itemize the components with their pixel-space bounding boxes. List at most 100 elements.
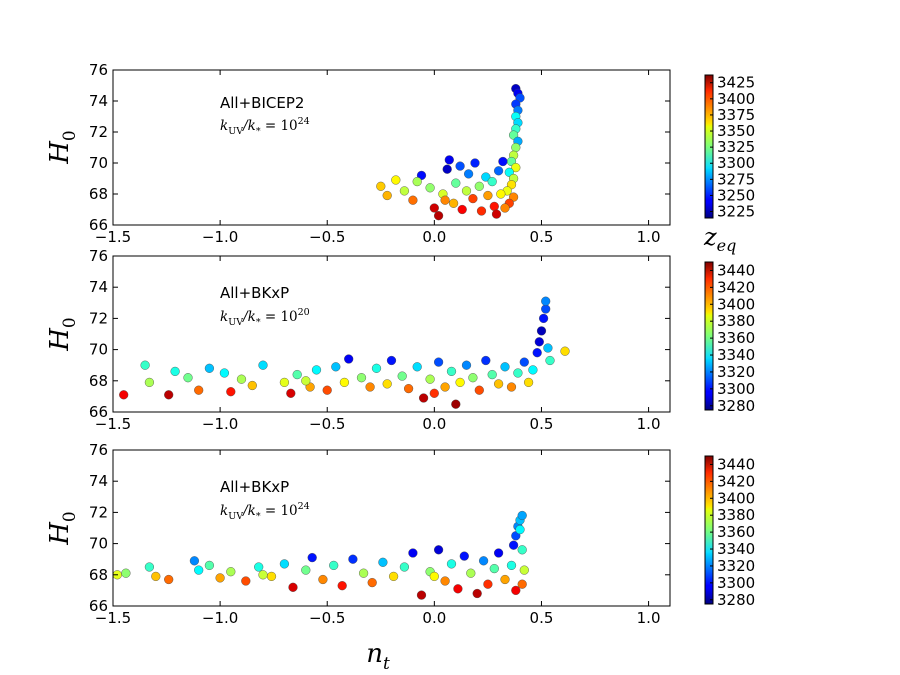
data-point: [517, 545, 527, 555]
panel-3-annotation: All+BKxP: [220, 478, 289, 496]
data-point: [523, 377, 534, 388]
x-axis-label: nt: [366, 639, 390, 674]
data-point: [470, 158, 480, 168]
data-point: [511, 142, 521, 153]
data-point: [371, 363, 382, 373]
x-tick-label: 1.0: [637, 609, 661, 627]
data-point: [468, 194, 478, 204]
data-point: [397, 371, 407, 381]
panel-1-ticks: −1.5 −1.0 −0.5 0.0 0.5 1.0 66 68 70 72 74 76: [89, 61, 670, 246]
data-point: [140, 360, 150, 370]
data-point: [491, 209, 502, 219]
data-point: [483, 579, 493, 589]
data-point: [322, 385, 332, 395]
y-tick-label: 72: [89, 309, 108, 327]
data-point: [506, 560, 517, 571]
data-point: [513, 368, 523, 378]
data-point: [494, 548, 504, 558]
data-point: [466, 568, 476, 578]
data-point: [543, 343, 553, 353]
data-point: [365, 382, 375, 392]
data-point: [204, 560, 215, 571]
data-point: [481, 355, 491, 366]
data-point: [399, 562, 410, 572]
colorbar-tick-label: 3400: [717, 489, 755, 507]
colorbar-tick-label: 3225: [717, 203, 755, 221]
data-point: [449, 198, 459, 208]
data-point: [382, 379, 392, 389]
data-point: [258, 360, 268, 370]
data-point: [226, 387, 236, 397]
data-point: [408, 195, 418, 205]
data-point: [119, 390, 129, 400]
y-tick-label: 76: [89, 441, 108, 459]
data-point: [479, 556, 489, 566]
annotation-math-text: kUV/k* = 1024: [220, 116, 310, 137]
data-point: [474, 385, 484, 395]
data-point: [183, 373, 193, 383]
data-point: [219, 368, 230, 378]
data-point: [279, 559, 290, 569]
panel-1-ylabel: H0: [45, 130, 80, 165]
colorbar-tick-label: 3360: [717, 523, 755, 541]
y-tick-label: 68: [89, 185, 108, 203]
data-point: [367, 577, 377, 588]
data-point: [440, 195, 450, 205]
data-point: [404, 384, 414, 394]
data-point: [344, 354, 354, 364]
data-point: [151, 571, 161, 582]
data-point: [440, 576, 450, 586]
data-point: [515, 524, 525, 535]
x-tick-label: −1.5: [95, 609, 131, 627]
data-point: [560, 346, 570, 356]
y-tick-label: 66: [89, 403, 108, 421]
data-point: [481, 172, 491, 182]
data-point: [419, 393, 429, 403]
data-point: [532, 348, 542, 358]
panel-3-points: [112, 510, 529, 600]
colorbar-tick-label: 3275: [717, 170, 755, 188]
data-point: [164, 574, 174, 585]
data-point: [378, 557, 388, 567]
colorbar-tick-label: 3380: [717, 506, 755, 524]
x-tick-label: 0.5: [530, 228, 554, 246]
colorbar-tick-label: 3420: [717, 472, 755, 490]
data-point: [292, 370, 302, 380]
data-point: [517, 579, 527, 589]
x-tick-label: −1.5: [95, 415, 131, 433]
data-point: [121, 568, 131, 578]
colorbar-tick-label: 3300: [717, 574, 755, 592]
colorbar-tick-label: 3375: [717, 106, 755, 124]
y-tick-label: 68: [89, 372, 108, 390]
data-point: [194, 385, 204, 395]
data-point: [266, 571, 277, 582]
data-point: [498, 156, 508, 167]
data-point: [247, 380, 257, 391]
y-tick-label: 66: [89, 216, 108, 234]
data-point: [412, 362, 422, 372]
data-point: [496, 189, 506, 199]
data-point: [416, 590, 427, 600]
colorbar-tick-label: 3380: [717, 312, 755, 330]
data-point: [399, 186, 410, 196]
panel-1-points: [376, 83, 525, 221]
data-point: [425, 183, 435, 193]
data-point: [511, 585, 521, 596]
data-point: [429, 571, 439, 582]
data-point: [337, 581, 347, 591]
data-point: [194, 565, 204, 575]
y-tick-label: 72: [89, 123, 108, 141]
data-point: [258, 570, 268, 580]
y-tick-label: 74: [89, 278, 108, 296]
panel-2-ticks: −1.5 −1.0 −0.5 0.0 0.5 1.0 66 68 70 72 74 76: [89, 247, 670, 433]
y-tick-label: 74: [89, 92, 108, 110]
colorbar-tick-label: 3320: [717, 363, 755, 381]
data-point: [376, 181, 386, 191]
data-point: [468, 373, 478, 383]
data-point: [489, 563, 499, 574]
y-tick-label: 70: [89, 154, 108, 172]
